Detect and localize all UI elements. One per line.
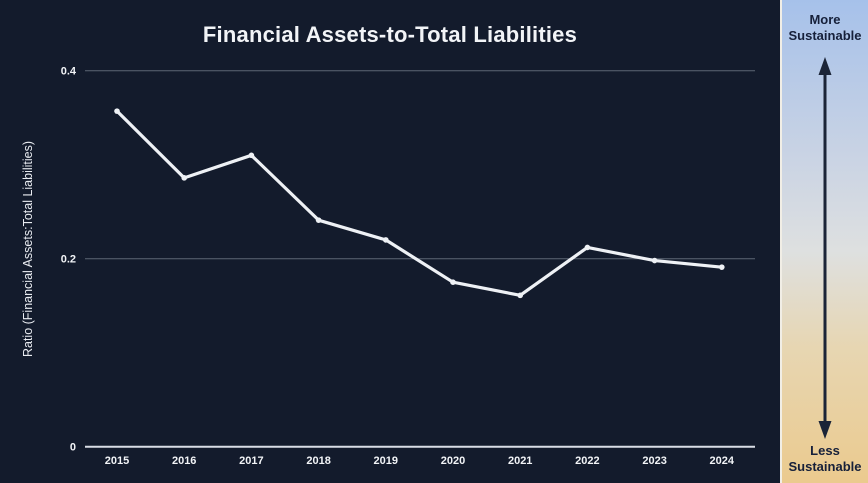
arrow-head-down bbox=[818, 421, 832, 439]
data-point bbox=[315, 217, 322, 223]
data-point bbox=[383, 237, 389, 243]
y-tick-label: 0 bbox=[70, 442, 76, 454]
arrow-head-up bbox=[818, 57, 832, 75]
data-point bbox=[114, 108, 120, 114]
data-point bbox=[517, 292, 523, 299]
less-sustainable-label: Less Sustainable bbox=[788, 442, 862, 474]
x-tick-label: 2019 bbox=[374, 455, 398, 467]
chart-title: Financial Assets-to-Total Liabilities bbox=[202, 22, 578, 47]
x-tick-label: 2024 bbox=[710, 455, 735, 467]
data-point bbox=[450, 279, 456, 286]
data-point bbox=[248, 152, 255, 159]
data-point bbox=[651, 257, 658, 264]
x-tick-label: 2015 bbox=[105, 455, 129, 467]
x-tick-label: 2016 bbox=[172, 455, 196, 467]
double-arrow-icon bbox=[818, 57, 832, 439]
data-line bbox=[115, 109, 724, 297]
x-tick-label: 2022 bbox=[575, 455, 599, 467]
y-tick-label: 0.4 bbox=[61, 66, 77, 78]
x-tick-label: 2017 bbox=[239, 455, 263, 467]
y-tick-label: 0.2 bbox=[61, 254, 76, 266]
sustainability-scale-sidebar: More Sustainable Less Sustainable bbox=[780, 0, 868, 483]
x-tick-label: 2021 bbox=[508, 455, 532, 467]
x-tick-label: 2020 bbox=[441, 455, 465, 467]
line-chart: 0 0.2 0.4 2015 2016 2017 2018 2019 2020 2021 2022 2… bbox=[61, 66, 755, 467]
data-point bbox=[719, 264, 725, 270]
chart-panel: Financial Assets-to-Total Liabilities Ra… bbox=[21, 22, 755, 467]
x-tick-label: 2018 bbox=[306, 455, 330, 467]
x-tick-label: 2023 bbox=[642, 455, 666, 467]
data-point bbox=[181, 175, 187, 181]
data-point bbox=[584, 244, 591, 251]
more-sustainable-label: More Sustainable bbox=[788, 12, 862, 44]
